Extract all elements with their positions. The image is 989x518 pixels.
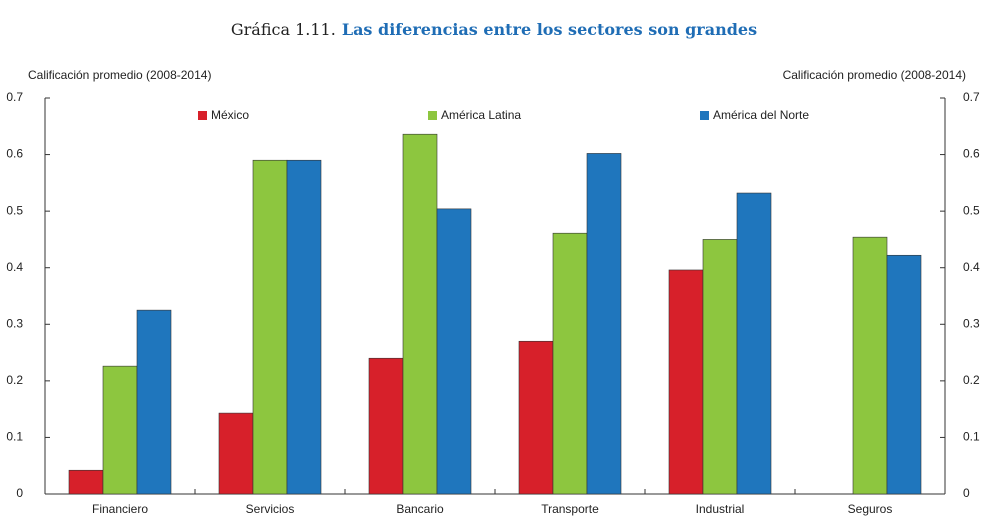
y2-tick-label: 0.7: [963, 90, 980, 104]
y2-tick-label: 0.5: [963, 203, 980, 217]
y-tick-label: 0: [16, 486, 23, 500]
title-text: Las diferencias entre los sectores son g…: [342, 20, 757, 39]
bar: [286, 159, 322, 495]
y2-tick-label: 0: [963, 486, 970, 500]
title-number: Gráfica 1.11.: [231, 20, 336, 39]
y-axis-label: Calificación promedio (2008-2014): [28, 68, 211, 82]
bar: [552, 232, 588, 495]
bar: [68, 469, 104, 495]
legend-swatch: [198, 111, 207, 120]
legend-label: América Latina: [441, 108, 521, 122]
bar: [702, 239, 738, 495]
chart-title: Gráfica 1.11. Las diferencias entre los s…: [231, 20, 757, 39]
legend-swatch: [700, 111, 709, 120]
y2-tick-label: 0.3: [963, 316, 980, 330]
x-tick-label: Seguros: [848, 502, 893, 516]
x-tick-label: Transporte: [541, 502, 599, 516]
y-tick-label: 0.7: [6, 90, 23, 104]
bar: [736, 192, 772, 495]
y2-tick-label: 0.6: [963, 147, 980, 161]
y2-tick-label: 0.2: [963, 373, 980, 387]
y-tick-label: 0.6: [6, 147, 23, 161]
x-tick-label: Servicios: [246, 502, 295, 516]
y-tick-label: 0.2: [6, 373, 23, 387]
legend-swatch: [428, 111, 437, 120]
bar: [436, 208, 472, 495]
legend-label: México: [211, 108, 249, 122]
bar: [102, 365, 138, 495]
x-tick-label: Industrial: [696, 502, 745, 516]
x-tick-label: Financiero: [92, 502, 148, 516]
bar: [368, 357, 404, 495]
bar: [668, 269, 704, 495]
y-tick-label: 0.4: [6, 260, 23, 274]
y2-tick-label: 0.4: [963, 260, 980, 274]
bar: [886, 254, 922, 495]
bar: [252, 159, 288, 495]
y-tick-label: 0.5: [6, 203, 23, 217]
bar: [136, 309, 172, 495]
bar: [586, 153, 622, 495]
bar: [518, 340, 554, 495]
y2-axis-label: Calificación promedio (2008-2014): [783, 68, 966, 82]
x-tick-label: Bancario: [396, 502, 444, 516]
bar: [218, 412, 254, 495]
y-tick-label: 0.1: [6, 430, 23, 444]
bar: [852, 236, 888, 495]
y2-tick-label: 0.1: [963, 430, 980, 444]
y-tick-label: 0.3: [6, 316, 23, 330]
legend-label: América del Norte: [713, 108, 809, 122]
bar: [402, 133, 438, 495]
